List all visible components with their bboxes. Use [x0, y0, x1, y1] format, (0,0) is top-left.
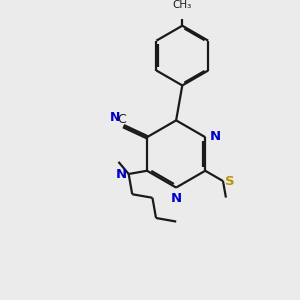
Text: S: S — [225, 175, 235, 188]
Text: C: C — [118, 113, 126, 127]
Text: N: N — [171, 192, 182, 205]
Text: CH₃: CH₃ — [173, 0, 192, 10]
Text: N: N — [110, 111, 121, 124]
Text: N: N — [116, 167, 127, 181]
Text: N: N — [209, 130, 220, 143]
